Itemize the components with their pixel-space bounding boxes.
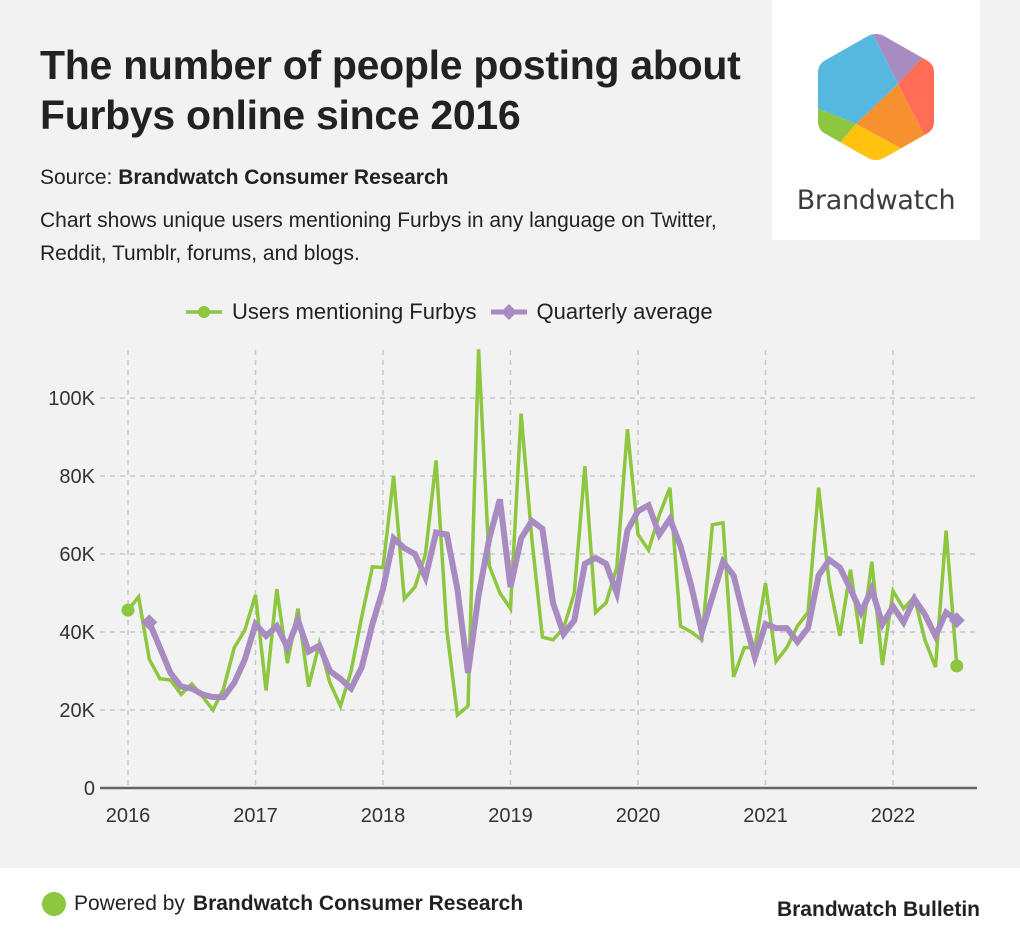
y-tick-label: 20K	[59, 700, 95, 722]
y-tick-label: 80K	[59, 466, 95, 488]
source-name: Brandwatch Consumer Research	[118, 166, 449, 189]
y-axis-tick-labels: 0 20K 40K 60K 80K 100K	[48, 388, 95, 800]
series-line-quarterly-average	[146, 498, 959, 701]
series-line-users-mentioning-furbys	[126, 349, 959, 719]
y-tick-label: 60K	[59, 544, 95, 566]
footer-brand: Brandwatch Bulletin	[776, 898, 980, 921]
x-gridlines	[127, 350, 894, 788]
start-diamond-marker	[141, 614, 158, 631]
source-line: Source: Brandwatch Consumer Research	[40, 166, 449, 190]
series-layer	[121, 349, 965, 719]
x-tick-label: 2017	[233, 805, 278, 827]
brandwatch-hexagon-icon	[818, 34, 934, 160]
powered-by: Powered by Brandwatch Consumer Research	[42, 892, 523, 916]
source-label: Source:	[40, 166, 113, 189]
logo-segment-blue	[818, 34, 898, 124]
series-users-mentioning-furbys	[121, 349, 964, 719]
chart-description: Chart shows unique users mentioning Furb…	[40, 209, 717, 265]
series-quarterly-average	[141, 498, 965, 701]
green-dot-icon	[42, 892, 66, 916]
brandwatch-logo: Brandwatch	[772, 0, 980, 240]
x-tick-label: 2022	[871, 805, 916, 827]
chart-legend: Users mentioning Furbys Quarterly averag…	[186, 296, 713, 328]
x-tick-label: 2018	[361, 805, 406, 827]
powered-prefix: Powered by	[74, 892, 185, 915]
footer: Powered by Brandwatch Consumer Research …	[0, 868, 1020, 950]
legend-item-average[interactable]: Quarterly average	[490, 299, 713, 325]
powered-name: Brandwatch Consumer Research	[192, 892, 524, 915]
legend-label-average: Quarterly average	[536, 299, 713, 324]
start-circle-marker	[121, 603, 135, 617]
y-tick-label: 100K	[48, 388, 95, 410]
legend-diamond-marker-icon	[490, 304, 527, 320]
end-circle-marker	[950, 659, 964, 673]
x-tick-label: 2020	[616, 805, 661, 827]
x-tick-label: 2016	[106, 805, 151, 827]
logo-wordmark: Brandwatch	[796, 185, 956, 216]
chart-title: The number of people posting about Furby…	[40, 42, 741, 138]
y-tick-label: 40K	[59, 622, 95, 644]
y-gridlines	[100, 397, 977, 711]
x-tick-label: 2021	[743, 805, 788, 827]
legend-item-users[interactable]: Users mentioning Furbys	[186, 299, 477, 325]
y-tick-label: 0	[84, 778, 95, 800]
logo-segment-orange	[856, 84, 926, 150]
legend-label-users: Users mentioning Furbys	[232, 299, 477, 324]
legend-circle-marker-icon	[186, 306, 222, 318]
x-tick-label: 2019	[488, 805, 533, 827]
x-axis-tick-labels: 2016 2017 2018 2019 2020 2021 2022	[106, 805, 916, 827]
end-diamond-marker	[948, 612, 965, 629]
